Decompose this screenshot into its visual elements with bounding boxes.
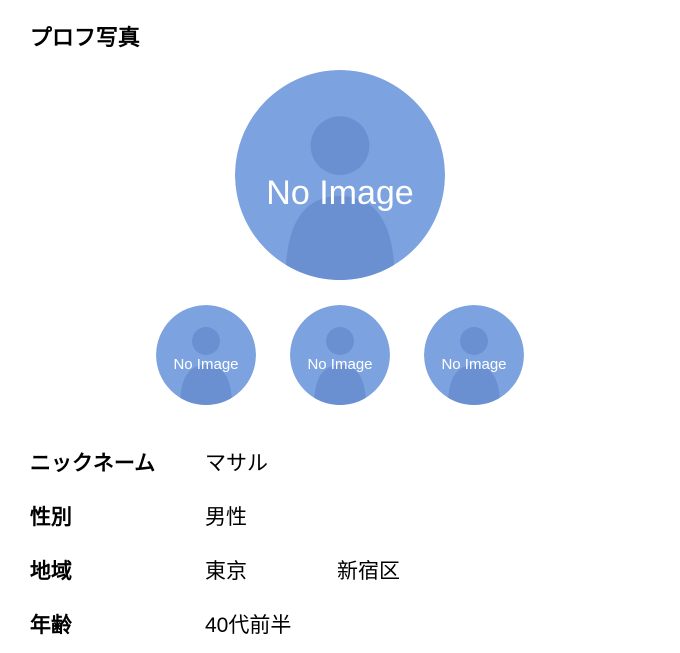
value-gender: 男性 <box>205 501 247 531</box>
value-nickname: マサル <box>205 447 268 477</box>
no-image-label: No Image <box>173 356 238 373</box>
section-title: プロフ写真 <box>30 20 650 52</box>
label-nickname: ニックネーム <box>30 447 205 477</box>
row-gender: 性別 男性 <box>30 489 650 543</box>
main-profile-photo[interactable]: No Image <box>235 70 445 280</box>
value-region-1: 東京 <box>205 555 247 585</box>
label-age: 年齢 <box>30 609 205 639</box>
photo-area: No Image No Image No Image <box>30 70 650 405</box>
thumbnail-photo-1[interactable]: No Image <box>156 305 256 405</box>
no-image-label: No Image <box>266 174 413 213</box>
no-image-label: No Image <box>441 356 506 373</box>
thumbnail-photo-2[interactable]: No Image <box>290 305 390 405</box>
row-region: 地域 東京 新宿区 <box>30 543 650 597</box>
label-region: 地域 <box>30 555 205 585</box>
value-age: 40代前半 <box>205 609 291 639</box>
profile-info: ニックネーム マサル 性別 男性 地域 東京 新宿区 年齢 40代前半 <box>30 435 650 651</box>
value-region-2: 新宿区 <box>337 555 400 585</box>
row-nickname: ニックネーム マサル <box>30 435 650 489</box>
no-image-label: No Image <box>307 356 372 373</box>
label-gender: 性別 <box>30 501 205 531</box>
thumbnail-row: No Image No Image No Image <box>156 305 524 405</box>
row-age: 年齢 40代前半 <box>30 597 650 651</box>
thumbnail-photo-3[interactable]: No Image <box>424 305 524 405</box>
